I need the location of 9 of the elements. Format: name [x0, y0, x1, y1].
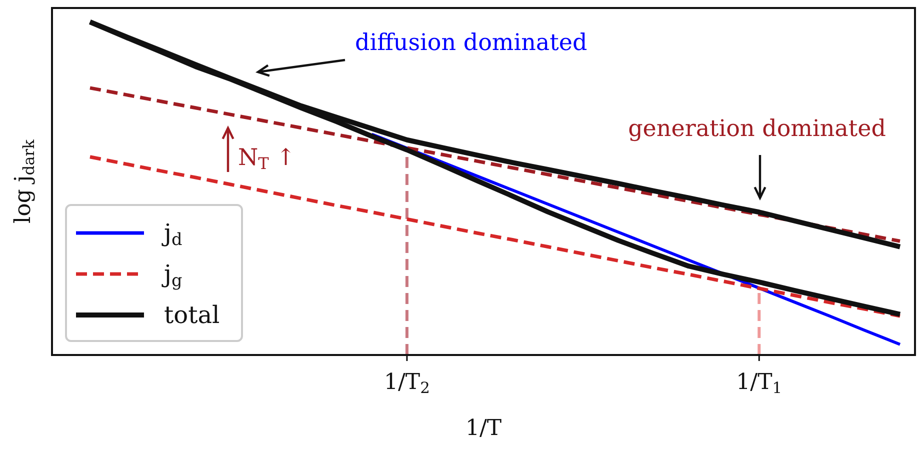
annotation: diffusion dominated [355, 30, 588, 56]
x-tick-label: 1/T$_{2}$ [384, 370, 430, 397]
legend-label: j$_{g}$ [161, 260, 182, 290]
x-axis-title: 1/T [465, 416, 502, 441]
legend-label: total [164, 301, 220, 329]
annotation: generation dominated [628, 116, 886, 142]
x-tick-label: 1/T$_{1}$ [736, 370, 782, 397]
legend-label: j$_{d}$ [161, 219, 182, 250]
annotation: N$_{T}$ ↑ [238, 145, 296, 173]
